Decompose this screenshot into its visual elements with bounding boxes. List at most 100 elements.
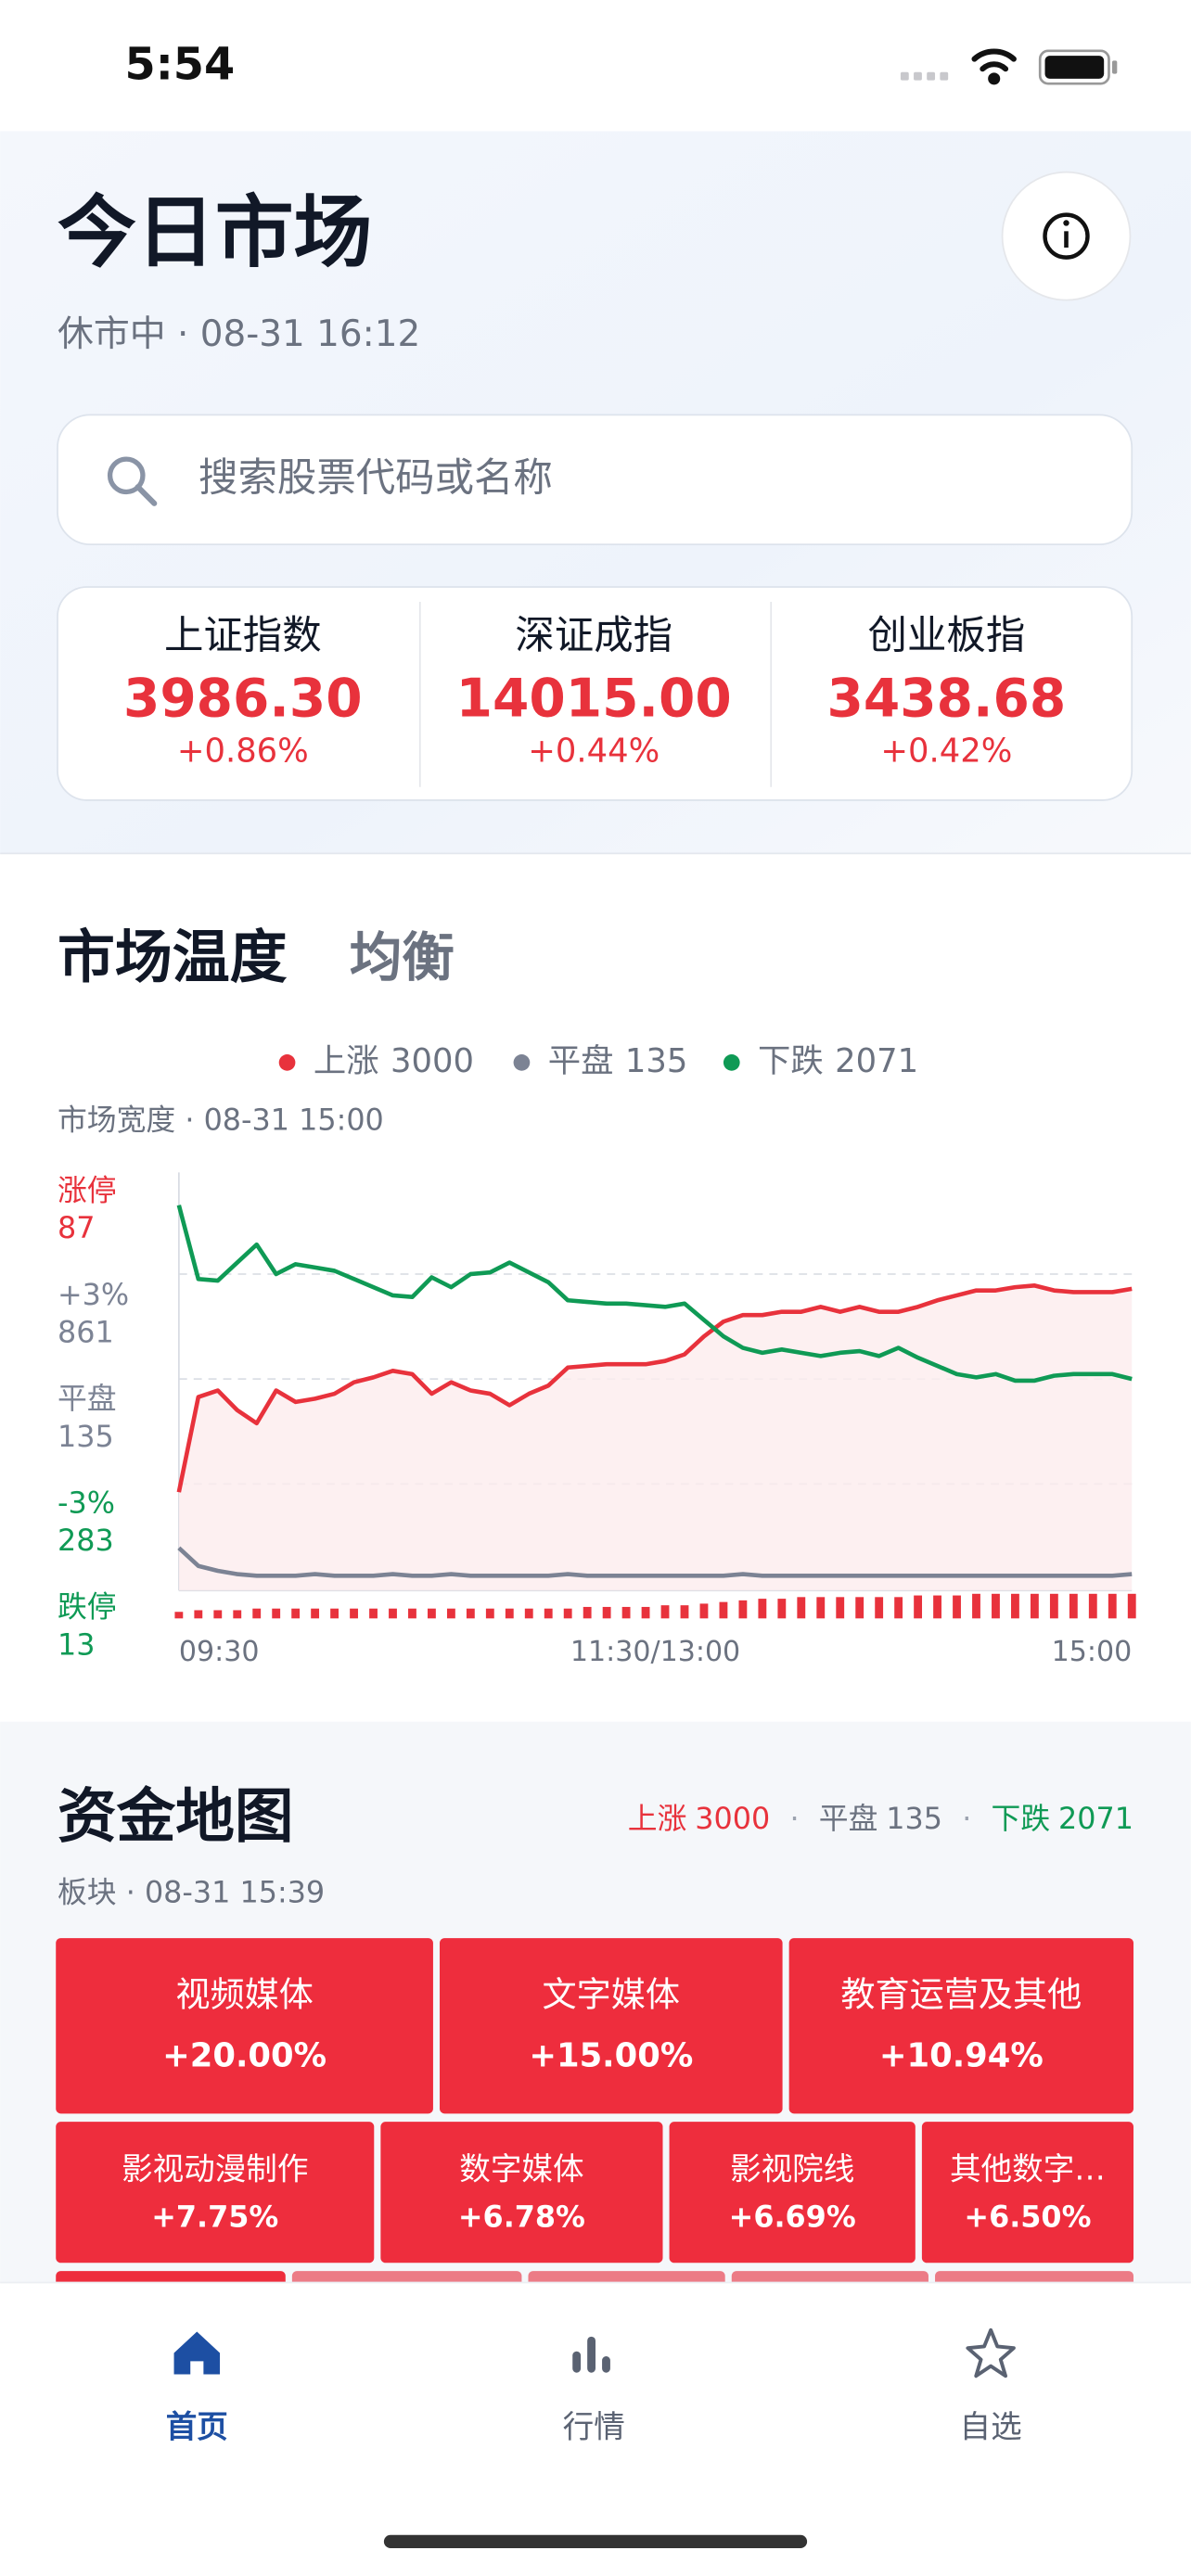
breadth-bar	[641, 1606, 650, 1619]
legend-count: 3000	[391, 1042, 474, 1080]
breadth-bar	[602, 1606, 611, 1619]
sector-name: 教育运营及其他	[840, 1974, 1082, 2014]
up-area	[178, 1285, 1133, 1591]
summary-up-name: 上涨	[628, 1801, 687, 1836]
legend-entry: 上涨 3000	[314, 1042, 474, 1080]
sector-change: +10.94%	[879, 2036, 1044, 2074]
breadth-bar	[1088, 1593, 1097, 1619]
tab-label[interactable]: 自选	[960, 2408, 1022, 2444]
index-name: 创业板指	[868, 613, 1026, 658]
breadth-bar	[797, 1597, 806, 1619]
breadth-bar	[350, 1608, 358, 1619]
summary-down-name: 下跌	[992, 1801, 1051, 1836]
index-value: 14015.00	[456, 668, 732, 729]
breadth-bar	[855, 1597, 864, 1619]
breadth-bar	[291, 1608, 301, 1619]
breadth-bar	[272, 1608, 281, 1619]
breadth-bar	[933, 1595, 941, 1619]
x-tick-label: 09:30	[179, 1636, 260, 1668]
legend-count: 135	[625, 1042, 688, 1080]
section-title: 资金地图	[58, 1782, 294, 1851]
breadth-bar	[875, 1597, 884, 1619]
breadth-bar	[1011, 1593, 1019, 1619]
sector-tile	[380, 2122, 663, 2264]
breadth-bar	[1069, 1593, 1078, 1619]
sector-change: +6.78%	[458, 2200, 585, 2235]
legend-entry: 平盘 135	[548, 1042, 688, 1080]
side-count: 861	[58, 1315, 114, 1350]
breadth-bar	[972, 1593, 980, 1619]
side-count: 135	[58, 1419, 114, 1454]
breadth-bar	[699, 1603, 709, 1619]
breadth-bar	[544, 1608, 553, 1619]
index-value: 3986.30	[123, 668, 363, 729]
legend-entry: 下跌 2071	[758, 1042, 918, 1080]
watchlist-icon	[966, 2327, 1016, 2378]
home-icon	[173, 2331, 221, 2375]
sector-tile	[921, 2122, 1134, 2264]
legend-name: 上涨	[314, 1042, 379, 1080]
summary-flat-count: 135	[886, 1801, 942, 1836]
breadth-bar	[524, 1608, 533, 1619]
breadth-bar	[758, 1599, 767, 1619]
tab-label[interactable]: 行情	[563, 2408, 625, 2444]
legend-marker	[513, 1054, 531, 1071]
fund-map-caption: 板块 · 08-31 15:39	[58, 1874, 325, 1909]
summary-flat-name: 平盘	[819, 1801, 878, 1836]
sector-change: +6.50%	[964, 2200, 1091, 2235]
index-name: 深证成指	[515, 613, 672, 658]
index-value: 3438.68	[827, 668, 1067, 729]
series-line	[176, 1283, 1133, 1493]
sector-name: 视频媒体	[175, 1974, 314, 2014]
market-icon	[572, 2336, 610, 2373]
market-status: 休市中 · 08-31 16:12	[58, 313, 420, 355]
sector-name: 其他数字…	[950, 2151, 1106, 2187]
sector-tile	[669, 2122, 916, 2264]
index-change: +0.42%	[880, 733, 1012, 771]
breadth-bar	[1108, 1593, 1117, 1619]
index-name: 上证指数	[164, 613, 322, 658]
breadth-bar	[621, 1606, 631, 1619]
search-placeholder: 搜索股票代码或名称	[198, 456, 553, 502]
search-box[interactable]: 搜索股票代码或名称	[57, 414, 1133, 545]
breadth-bar	[836, 1597, 845, 1619]
home-indicator	[383, 2534, 808, 2548]
breadth-bar	[446, 1608, 455, 1619]
breadth-bar	[719, 1601, 728, 1619]
summary-up-count: 3000	[695, 1801, 770, 1836]
chart-caption: 市场宽度 · 08-31 15:00	[58, 1103, 384, 1138]
side-label: 跌停	[58, 1589, 117, 1625]
signal-icon	[900, 71, 949, 81]
legend-name: 平盘	[548, 1042, 614, 1080]
sector-tile	[56, 1938, 433, 2114]
breadth-bar	[583, 1606, 592, 1619]
breadth-bar	[233, 1610, 242, 1619]
side-label: 涨停	[58, 1173, 117, 1208]
x-tick-label: 15:00	[1052, 1636, 1133, 1668]
index-change: +0.44%	[528, 733, 660, 771]
temperature-level: 均衡	[350, 927, 455, 988]
tab-label[interactable]: 首页	[166, 2408, 228, 2444]
status-time: 5:54	[124, 40, 235, 91]
breadth-bar	[311, 1608, 320, 1619]
sector-change: +20.00%	[162, 2036, 327, 2074]
page-title: 今日市场	[58, 187, 372, 279]
series-line	[177, 1546, 1133, 1578]
index-card	[57, 586, 1133, 801]
side-count: 283	[58, 1523, 114, 1558]
breadth-bar	[816, 1597, 826, 1619]
battery-icon	[1038, 49, 1118, 85]
info-button[interactable]	[1001, 171, 1132, 301]
side-count: 87	[58, 1210, 95, 1245]
wifi-icon	[971, 48, 1017, 85]
summary-down-count: 2071	[1058, 1801, 1133, 1836]
breadth-bar	[174, 1612, 184, 1619]
breadth-bar	[485, 1608, 494, 1619]
breadth-bar	[894, 1597, 903, 1619]
breadth-bar	[1049, 1593, 1058, 1619]
breadth-bar	[194, 1610, 203, 1619]
breadth-summary: 上涨 3000 · 平盘 135 · 下跌 2071	[628, 1801, 1133, 1836]
x-tick-label: 11:30/13:00	[570, 1636, 740, 1668]
breadth-bar	[777, 1599, 787, 1619]
